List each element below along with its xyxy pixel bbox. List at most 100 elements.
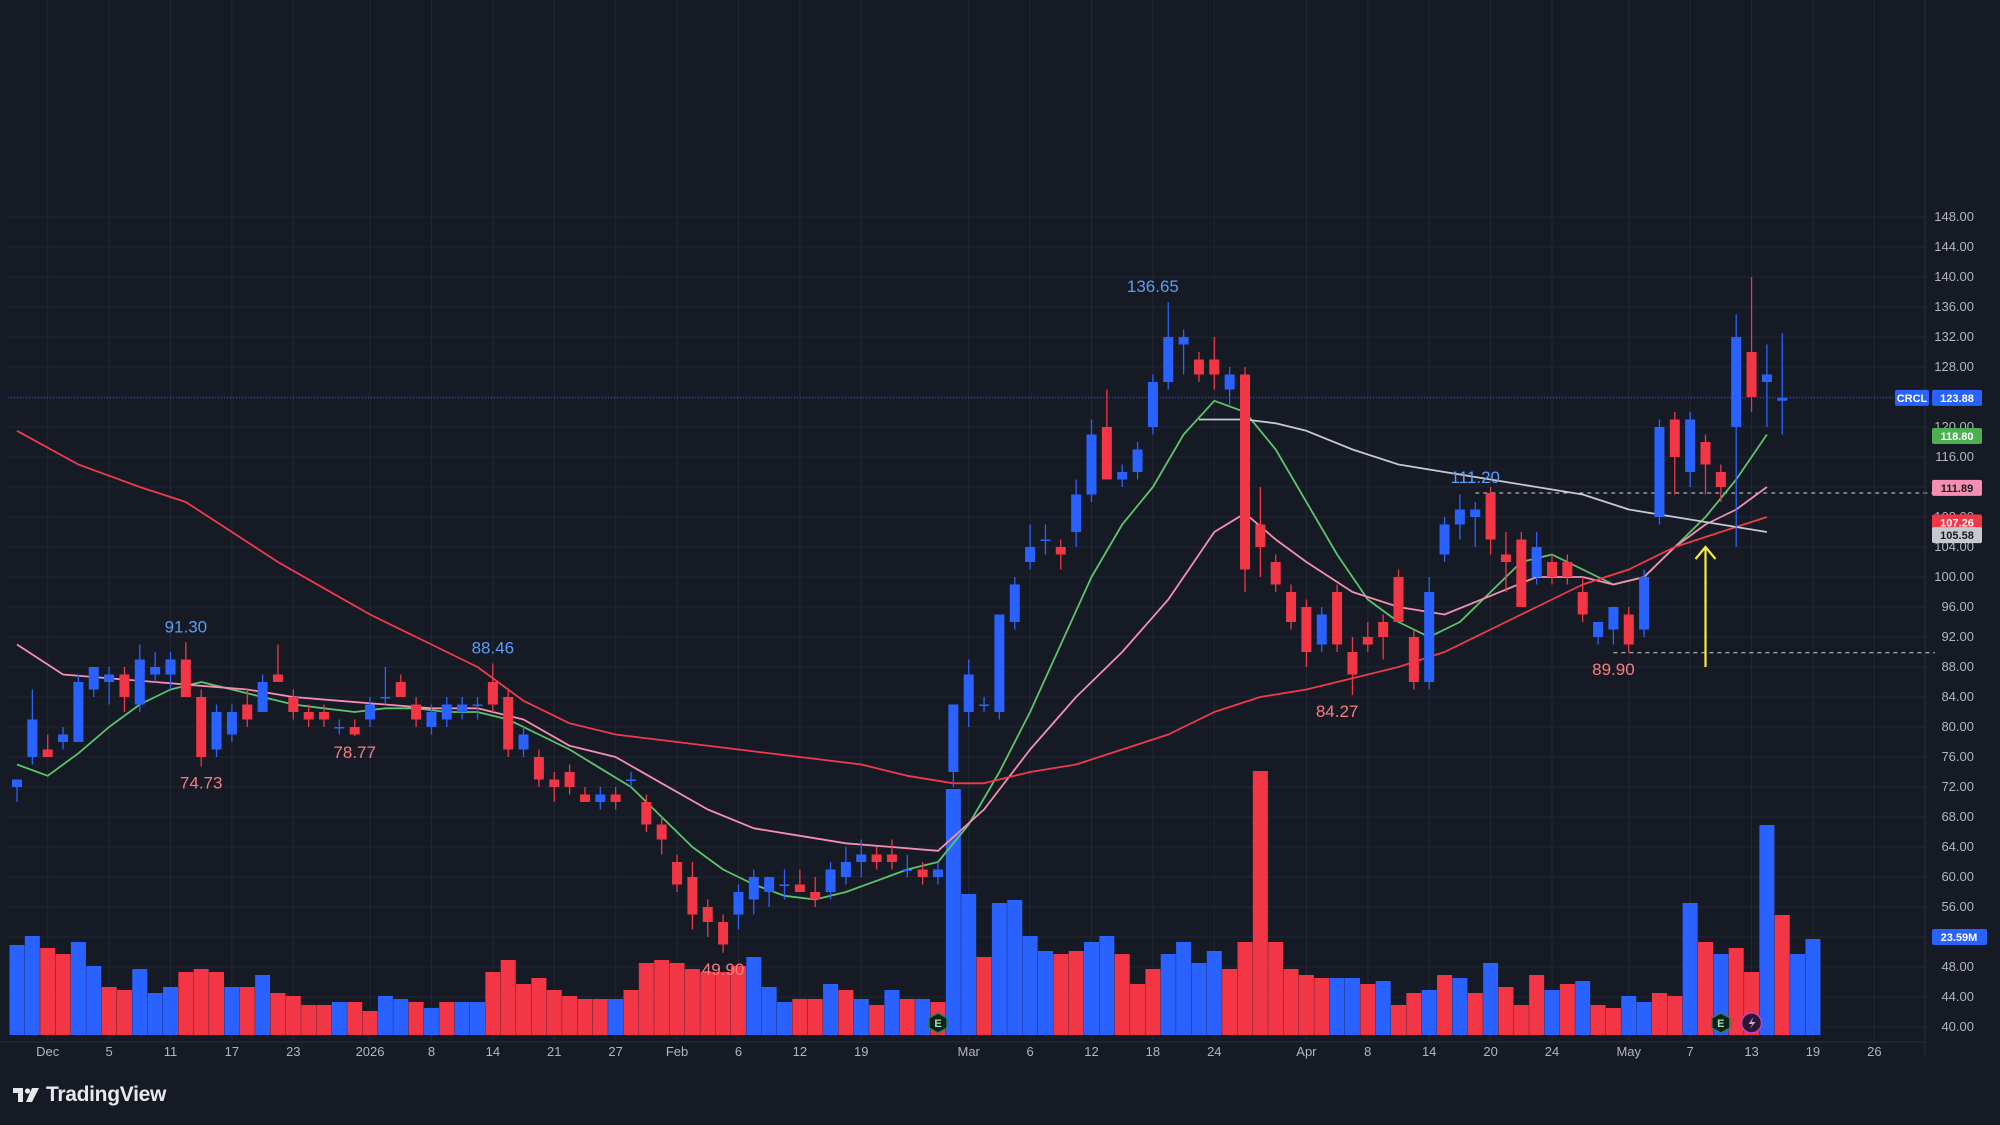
candle-body — [303, 712, 314, 720]
candle — [211, 704, 222, 757]
candle-body — [963, 674, 974, 712]
volume-bar — [178, 972, 194, 1035]
candle-body — [12, 779, 22, 787]
price-tick-label: 128.00 — [1934, 359, 1974, 374]
volume-bar — [1467, 993, 1483, 1035]
volume-bar — [684, 969, 700, 1035]
candle — [1623, 607, 1634, 653]
candle — [1746, 277, 1757, 412]
volume-bar — [163, 987, 178, 1035]
price-tick-label: 80.00 — [1941, 719, 1974, 734]
symbol-tag-label: CRCL — [1897, 393, 1928, 405]
price-tick-label: 136.00 — [1934, 299, 1974, 314]
candle — [1209, 337, 1220, 390]
candle-body — [549, 779, 560, 787]
candle-body — [1654, 427, 1665, 517]
candle — [288, 689, 299, 720]
price-tick-label: 92.00 — [1941, 629, 1974, 644]
candle — [303, 704, 314, 727]
candle — [1562, 554, 1573, 585]
time-tick-label: 8 — [428, 1044, 435, 1059]
volume-bar — [869, 1005, 885, 1035]
dividend-icon[interactable] — [1740, 1012, 1763, 1034]
candle-body — [1055, 547, 1066, 555]
candle-body — [1669, 419, 1680, 457]
time-tick-label: 11 — [164, 1044, 178, 1059]
candle — [1639, 569, 1650, 637]
axes[interactable]: 40.0044.0048.0052.0056.0060.0064.0068.00… — [0, 0, 1974, 1059]
moving-average-line — [1199, 418, 1768, 533]
candle — [457, 697, 468, 720]
price-tick-label: 56.00 — [1941, 899, 1974, 914]
price-chart[interactable]: 91.30 74.73 78.77 88.46 49.90 136.65 84.27 111.… — [0, 0, 2000, 1070]
candle-body — [641, 802, 652, 825]
volume-bar — [884, 990, 900, 1035]
volume-bar — [1483, 963, 1499, 1035]
candle-body — [886, 854, 897, 862]
volume-bar — [1145, 969, 1161, 1035]
candle — [334, 719, 345, 735]
candle-body — [380, 697, 391, 699]
volume-bar — [1605, 1008, 1621, 1035]
volume-bar — [961, 894, 977, 1035]
time-tick-label: 7 — [1687, 1044, 1694, 1059]
candle-body — [979, 704, 990, 706]
candle-body — [595, 794, 606, 802]
volume-bar — [761, 987, 777, 1035]
time-tick-label: 24 — [1207, 1044, 1221, 1059]
volume-bar — [1774, 915, 1790, 1035]
candle — [1071, 479, 1082, 547]
candle — [1255, 487, 1266, 577]
candle-body — [1500, 554, 1511, 562]
price-annotation: 74.73 — [180, 774, 223, 793]
time-tick-label: 2026 — [356, 1044, 385, 1059]
moving-averages — [16, 399, 1768, 901]
candle — [902, 854, 913, 877]
time-tick-label: 19 — [854, 1044, 868, 1059]
candle-body — [1071, 494, 1082, 532]
candle — [1685, 412, 1696, 487]
candle-body — [1332, 592, 1343, 645]
candle — [411, 697, 422, 727]
candle-body — [1639, 577, 1650, 630]
candle-body — [27, 719, 38, 757]
candle-body — [1086, 434, 1097, 495]
earnings-icon[interactable]: E — [928, 1012, 948, 1034]
candle-body — [856, 854, 867, 862]
earnings-icon[interactable]: E — [1711, 1012, 1731, 1034]
candle — [1439, 517, 1450, 562]
volume-bar — [255, 975, 271, 1035]
candle-body — [288, 697, 299, 712]
candle-body — [1623, 614, 1634, 645]
candle — [1669, 412, 1680, 495]
volume-bar — [546, 990, 562, 1035]
candle-body — [1362, 637, 1373, 645]
volume-bar — [1237, 942, 1253, 1035]
volume-bar — [1037, 951, 1053, 1035]
price-tick-label: 84.00 — [1941, 689, 1974, 704]
candle — [564, 764, 575, 795]
candle — [1777, 333, 1788, 435]
candle — [1654, 419, 1665, 525]
candle-body — [88, 667, 99, 690]
candle — [426, 704, 437, 735]
volume-bar — [1222, 969, 1238, 1035]
candle — [58, 727, 69, 750]
volume-bar — [823, 984, 839, 1035]
candle — [27, 689, 38, 765]
candle-body — [257, 682, 268, 712]
candle-body — [871, 854, 882, 862]
tradingview-logo[interactable]: TradingView — [12, 1080, 166, 1110]
candle — [702, 899, 713, 937]
volume-bar — [1759, 825, 1775, 1035]
price-tag-value: 105.58 — [1940, 530, 1974, 542]
candle-body — [1761, 374, 1772, 382]
candle-body — [933, 869, 943, 877]
candle-body — [211, 712, 222, 750]
volume-bar — [1421, 990, 1437, 1035]
candle-body — [533, 757, 544, 780]
volume-bar — [516, 984, 532, 1035]
time-tick-label: 18 — [1146, 1044, 1160, 1059]
